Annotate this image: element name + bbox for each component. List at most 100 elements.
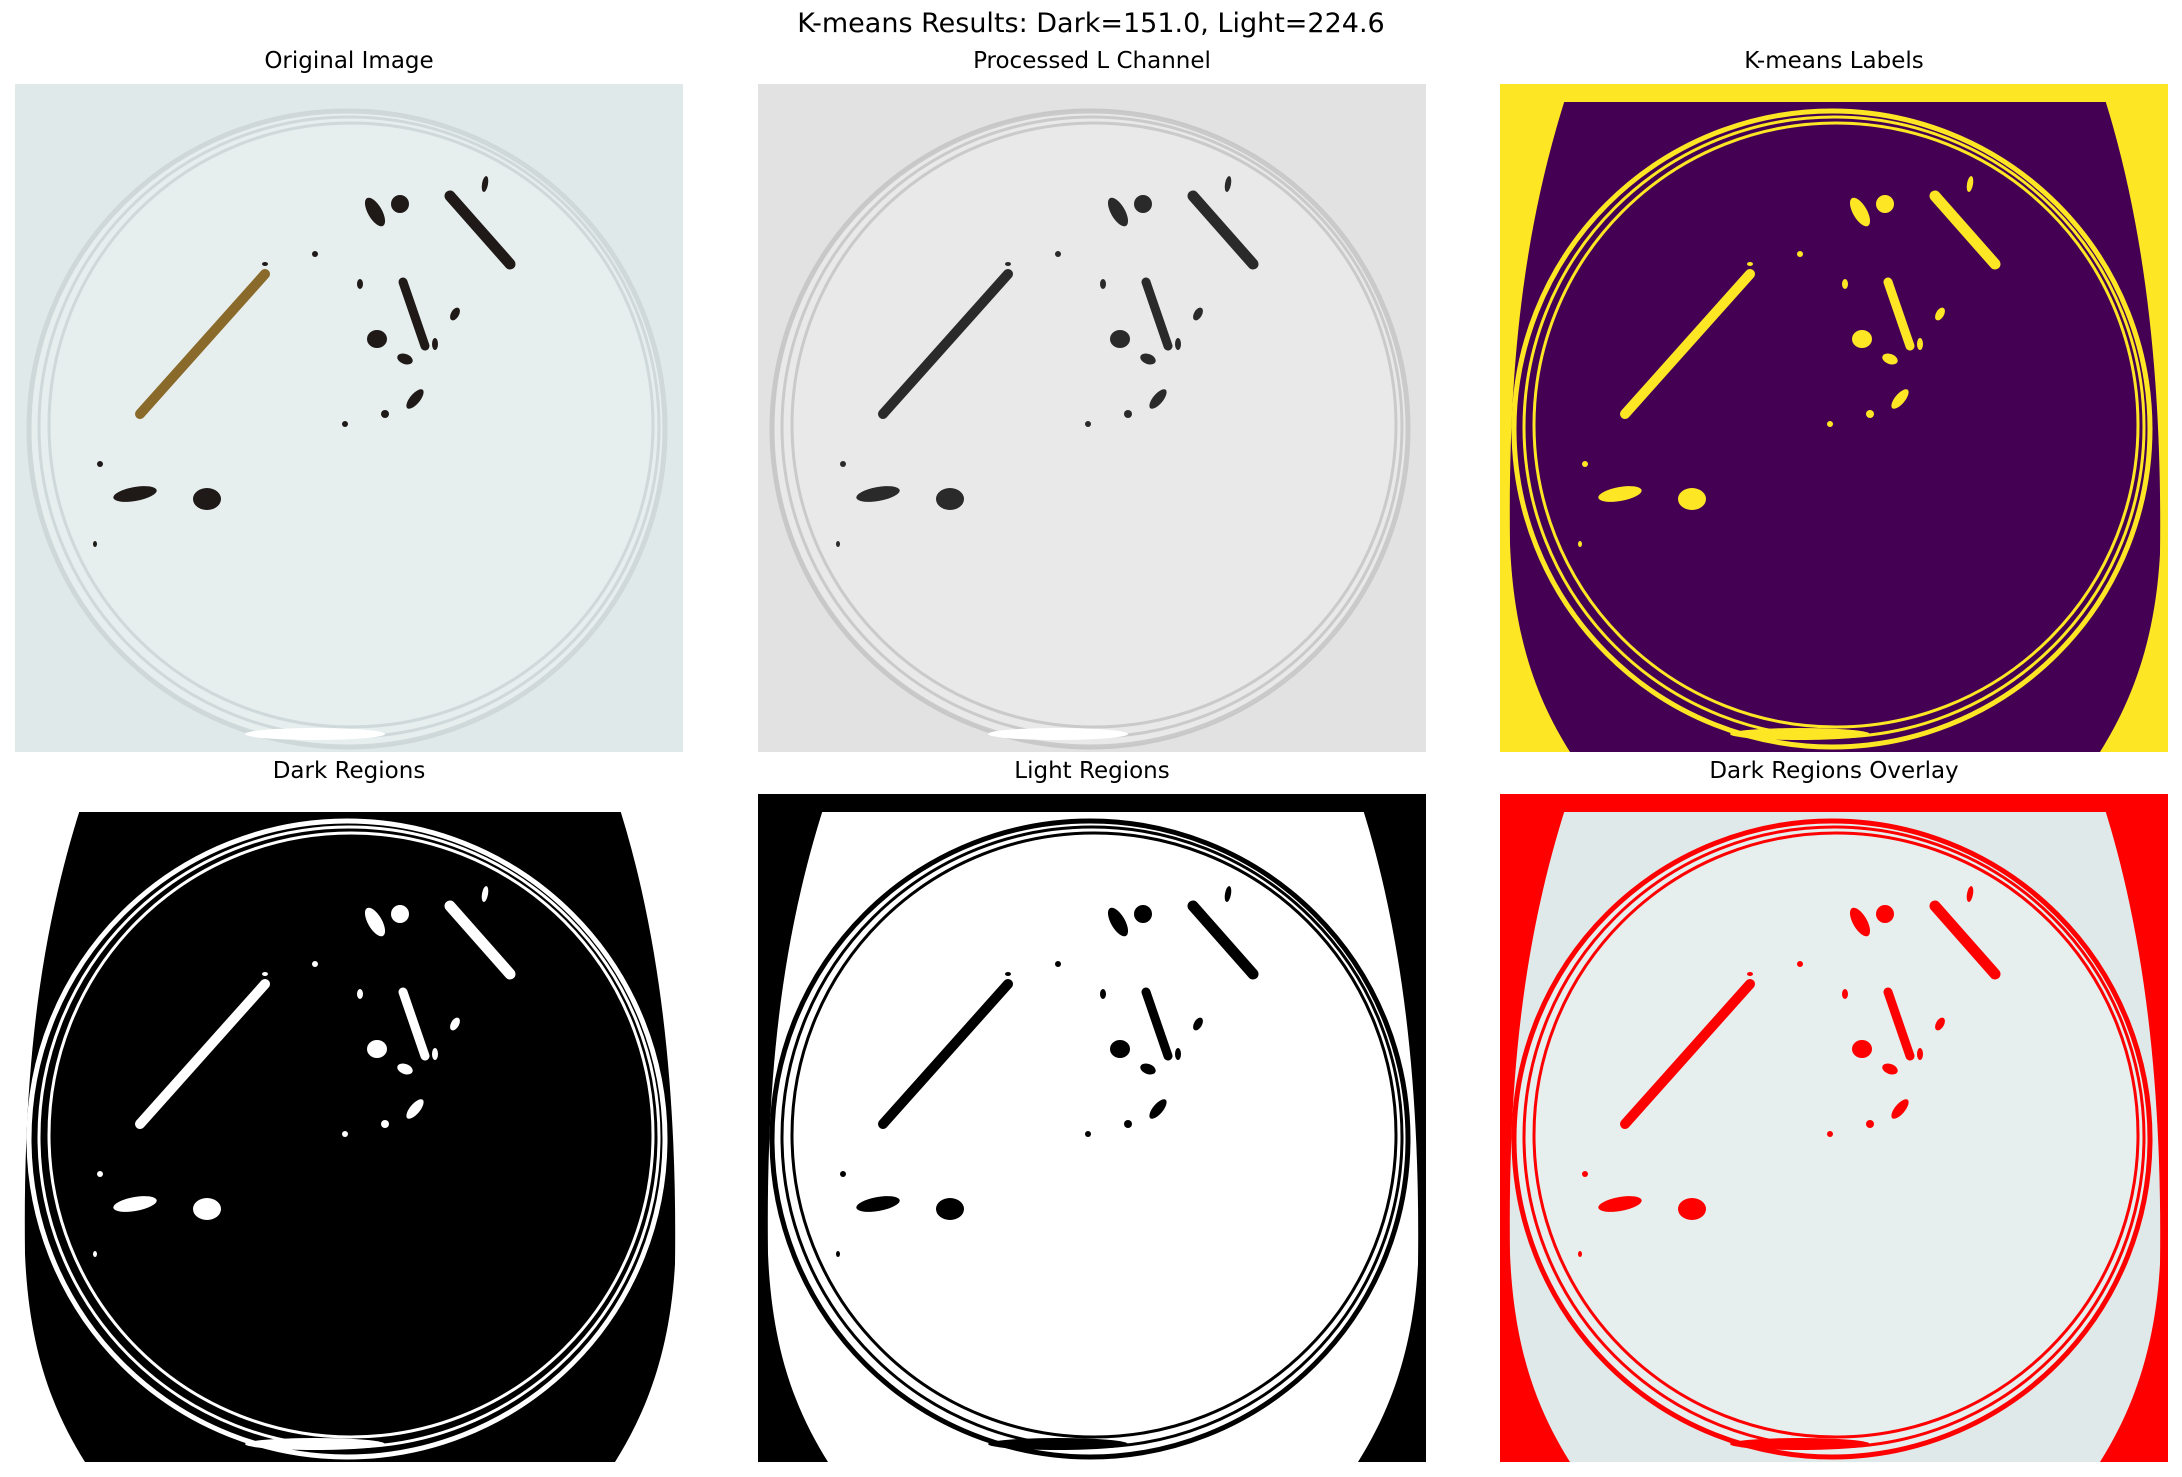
specimen-mark: [936, 1198, 964, 1220]
specimen-mark: [1124, 1120, 1132, 1128]
specimen-mark: [1110, 330, 1130, 348]
specimen-mark: [1678, 488, 1706, 510]
specimen-mark: [1891, 389, 1909, 409]
specimen-mark: [1852, 330, 1872, 348]
specimen-mark: [342, 421, 348, 427]
specimen-mark: [1100, 989, 1106, 999]
outside-region: [15, 794, 683, 812]
specimen-mark: [1917, 338, 1923, 350]
specimen-mark: [1883, 277, 1915, 351]
outside-region: [1500, 84, 2168, 102]
dish-reflection: [245, 1438, 385, 1450]
specimen-mark: [357, 989, 363, 999]
specimen-mark: [1842, 989, 1848, 999]
specimen-mark: [432, 338, 438, 350]
dish-reflection: [988, 1438, 1128, 1450]
outside-region: [758, 794, 828, 1462]
specimen-mark: [836, 1251, 840, 1257]
specimen-mark: [878, 269, 1013, 419]
petri-dish: [31, 111, 667, 747]
specimen-mark: [1141, 277, 1173, 351]
panel-title: Processed L Channel: [973, 48, 1211, 74]
specimen-mark: [342, 1131, 348, 1137]
dark-regions-image: [15, 794, 683, 1462]
specimen-mark: [878, 979, 1013, 1129]
outside-region: [1500, 84, 1570, 752]
outside-region: [15, 794, 85, 1462]
specimen-mark: [1678, 1198, 1706, 1220]
dish-rim: [769, 108, 1411, 750]
specimen-mark: [1085, 421, 1091, 427]
specimen-mark: [312, 961, 318, 967]
dish-rim: [26, 818, 668, 1460]
specimen-mark: [1966, 176, 1974, 192]
specimen-mark: [113, 486, 157, 502]
specimen-mark: [135, 269, 270, 419]
petri-dish: [774, 821, 1410, 1457]
dish-rim: [790, 831, 1398, 1439]
specimen-mark: [93, 1251, 97, 1257]
specimen-mark: [367, 330, 387, 348]
dish-reflection: [245, 728, 385, 740]
outside-region: [1500, 794, 1570, 1462]
specimen-mark: [113, 1196, 157, 1212]
panel-title: Original Image: [264, 48, 434, 74]
specimen-mark: [450, 1017, 460, 1031]
specimen-mark: [1842, 279, 1848, 289]
specimen-mark: [1883, 987, 1915, 1061]
specimen-mark: [1187, 900, 1259, 980]
specimen-mark: [1929, 190, 2001, 270]
dish-rim: [1511, 818, 2153, 1460]
panel-title: Light Regions: [1014, 758, 1170, 784]
specimen-mark: [840, 1171, 846, 1177]
specimen-mark: [1935, 307, 1945, 321]
petri-dish: [1516, 821, 2152, 1457]
specimen-mark: [1224, 886, 1232, 902]
specimen-mark: [1876, 905, 1894, 923]
specimen-mark: [1140, 353, 1156, 365]
figure-suptitle: K-means Results: Dark=151.0, Light=224.6: [797, 8, 1385, 39]
panel-title: Dark Regions: [272, 758, 426, 784]
specimen-mark: [97, 461, 103, 467]
specimen-mark: [397, 1063, 413, 1075]
specimen-mark: [1891, 1099, 1909, 1119]
specimen-mark: [1797, 961, 1803, 967]
outside-region: [758, 794, 1426, 812]
specimen-mark: [1929, 900, 2001, 980]
specimen-mark: [1055, 961, 1061, 967]
specimen-mark: [1882, 353, 1898, 365]
specimen-mark: [1187, 190, 1259, 270]
specimen-mark: [398, 277, 430, 351]
specimen-mark: [1005, 262, 1011, 266]
specimen-mark: [1055, 251, 1061, 257]
specimen-mark: [1827, 1131, 1833, 1137]
specimen-mark: [1747, 972, 1753, 976]
dish-reflection: [1730, 728, 1870, 740]
dish-rim: [769, 818, 1411, 1460]
specimen-mark: [135, 979, 270, 1129]
outside-region: [615, 794, 683, 1462]
specimen-mark: [1849, 907, 1871, 937]
specimen-mark: [936, 488, 964, 510]
specimen-mark: [836, 541, 840, 547]
specimen-mark: [1107, 907, 1129, 937]
specimen-mark: [1578, 541, 1582, 547]
specimen-mark: [93, 541, 97, 547]
specimen-mark: [1917, 1048, 1923, 1060]
dish-rim: [47, 121, 655, 729]
specimen-mark: [312, 251, 318, 257]
specimen-mark: [364, 907, 386, 937]
specimen-mark: [357, 279, 363, 289]
specimen-mark: [1100, 279, 1106, 289]
specimen-mark: [381, 1120, 389, 1128]
dish-reflection: [1730, 1438, 1870, 1450]
dark-regions-overlay-image: [1500, 794, 2168, 1462]
specimen-mark: [1620, 979, 1755, 1129]
kmeans-labels-image: [1500, 84, 2168, 752]
outside-region: [2100, 794, 2168, 1462]
specimen-mark: [1134, 195, 1152, 213]
specimen-mark: [1866, 1120, 1874, 1128]
specimen-mark: [856, 486, 900, 502]
outside-region: [2100, 84, 2168, 752]
